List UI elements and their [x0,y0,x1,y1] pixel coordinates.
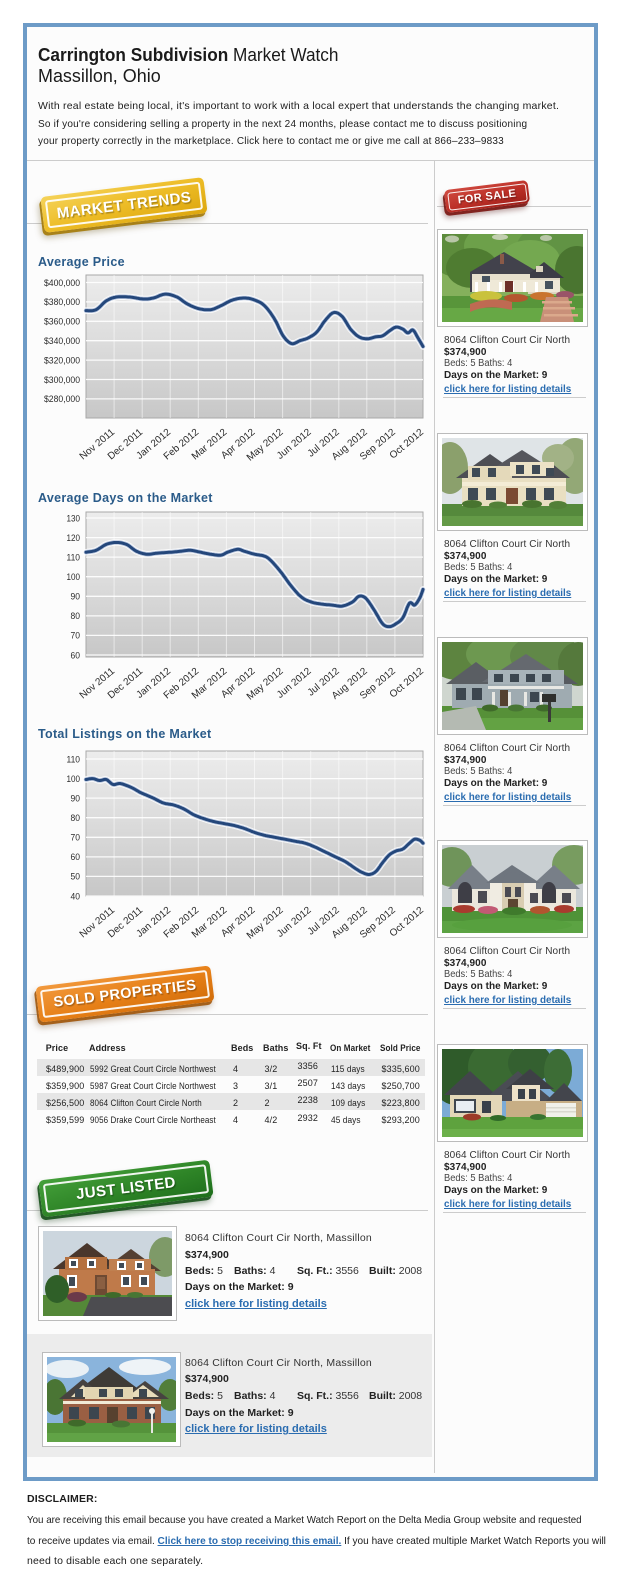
svg-text:110: 110 [67,552,81,563]
svg-text:60: 60 [71,650,81,661]
svg-text:90: 90 [71,793,81,804]
svg-text:$280,000: $280,000 [44,394,80,405]
svg-text:70: 70 [71,833,81,844]
svg-text:100: 100 [67,774,81,785]
svg-text:$380,000: $380,000 [44,297,80,308]
svg-text:50: 50 [71,872,81,883]
svg-text:80: 80 [71,611,81,622]
svg-text:60: 60 [71,852,81,863]
svg-text:$400,000: $400,000 [44,278,80,289]
svg-text:100: 100 [67,572,81,583]
svg-text:110: 110 [67,754,81,765]
svg-text:70: 70 [71,631,81,642]
svg-text:40: 40 [71,891,81,902]
svg-text:$340,000: $340,000 [44,336,80,347]
svg-text:$300,000: $300,000 [44,375,80,386]
svg-text:120: 120 [67,533,81,544]
svg-text:$320,000: $320,000 [44,355,80,366]
svg-text:80: 80 [71,813,81,824]
svg-text:$360,000: $360,000 [44,317,80,328]
svg-text:90: 90 [71,592,81,603]
svg-text:130: 130 [67,513,81,524]
